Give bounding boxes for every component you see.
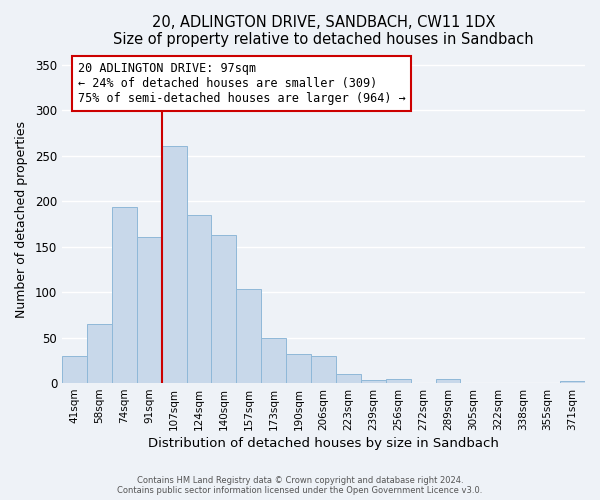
Title: 20, ADLINGTON DRIVE, SANDBACH, CW11 1DX
Size of property relative to detached ho: 20, ADLINGTON DRIVE, SANDBACH, CW11 1DX … xyxy=(113,15,534,48)
Bar xyxy=(62,356,87,383)
Bar xyxy=(361,380,386,383)
Bar xyxy=(286,354,311,383)
Y-axis label: Number of detached properties: Number of detached properties xyxy=(15,121,28,318)
X-axis label: Distribution of detached houses by size in Sandbach: Distribution of detached houses by size … xyxy=(148,437,499,450)
Bar xyxy=(386,378,410,383)
Bar xyxy=(261,338,286,383)
Bar xyxy=(161,146,187,383)
Bar xyxy=(436,378,460,383)
Bar xyxy=(236,290,261,383)
Bar xyxy=(560,381,585,383)
Bar xyxy=(211,235,236,383)
Bar xyxy=(336,374,361,383)
Text: 20 ADLINGTON DRIVE: 97sqm
← 24% of detached houses are smaller (309)
75% of semi: 20 ADLINGTON DRIVE: 97sqm ← 24% of detac… xyxy=(78,62,406,105)
Bar xyxy=(112,208,137,383)
Text: Contains HM Land Registry data © Crown copyright and database right 2024.
Contai: Contains HM Land Registry data © Crown c… xyxy=(118,476,482,495)
Bar xyxy=(187,214,211,383)
Bar xyxy=(137,238,161,383)
Bar xyxy=(311,356,336,383)
Bar xyxy=(87,324,112,383)
